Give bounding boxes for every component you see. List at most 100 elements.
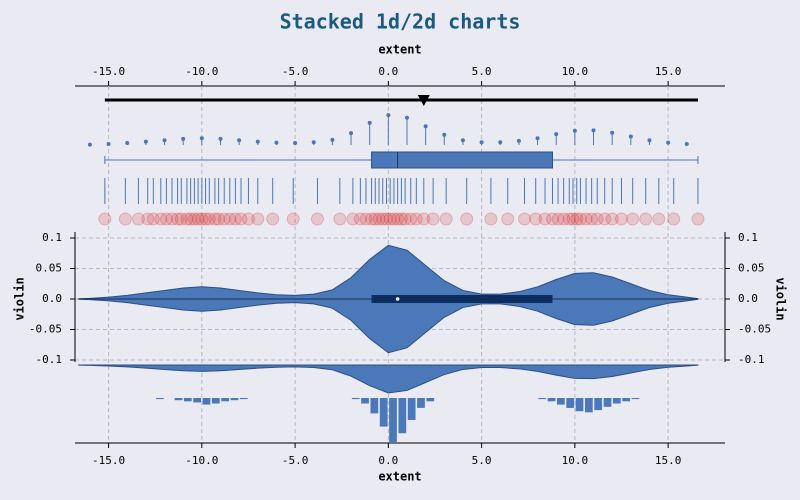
hist-bar [156, 398, 164, 400]
scatter-point [557, 212, 571, 226]
scatter-point [652, 212, 666, 226]
lollipop-head [106, 141, 111, 146]
y-tick-label-right: 0.0 [738, 292, 758, 305]
scatter-point [417, 212, 431, 226]
scatter-point [146, 212, 160, 226]
hist-bar [211, 398, 220, 404]
scatter-point [131, 212, 145, 226]
scatter-point [398, 212, 412, 226]
scatter-point [171, 212, 185, 226]
scatter-point [212, 212, 226, 226]
scatter-point [191, 212, 205, 226]
scatter-point [184, 212, 198, 226]
scatter-point [353, 212, 367, 226]
x-tick-label-bottom: 5.0 [472, 454, 492, 467]
scatter-point [529, 212, 543, 226]
scatter-point [241, 212, 255, 226]
scatter-point [234, 212, 248, 226]
scatter-point [383, 212, 397, 226]
lollipop-head [199, 136, 204, 141]
lollipop-head [349, 131, 354, 136]
lollipop-head [535, 136, 540, 141]
scatter-point [208, 212, 222, 226]
lollipop-head [516, 138, 521, 143]
hist-bar [622, 398, 631, 402]
lollipop-head [610, 130, 615, 135]
y-tick-label-left: 0.05 [36, 262, 63, 275]
scatter-point [484, 212, 498, 226]
hist-bar [361, 398, 369, 404]
y-tick-label-left: -0.1 [36, 353, 63, 366]
scatter-point [409, 212, 423, 226]
scatter-point [566, 212, 580, 226]
lollipop-head [143, 139, 148, 144]
scatter-point [98, 212, 112, 226]
y-tick-label-right: 0.05 [738, 262, 765, 275]
hist-bar [174, 398, 183, 401]
scatter-point [626, 212, 640, 226]
scatter-point [174, 212, 188, 226]
scatter-point [199, 212, 213, 226]
x-tick-label-top: 15.0 [655, 65, 682, 78]
scatter-point [217, 212, 231, 226]
scatter-point [667, 212, 681, 226]
lollipop-head [684, 141, 689, 146]
scatter-point [359, 212, 373, 226]
lollipop-head [125, 140, 130, 145]
lollipop-head [274, 140, 279, 145]
lollipop-head [162, 138, 167, 143]
lollipop-head [237, 138, 242, 143]
scatter-point [639, 212, 653, 226]
scatter-point [691, 212, 705, 226]
x-tick-label-bottom: -15.0 [92, 454, 125, 467]
scatter-point [251, 212, 265, 226]
lollipop-head [311, 140, 316, 145]
x-tick-label-bottom: 15.0 [655, 454, 682, 467]
y-tick-label-left: -0.05 [29, 323, 62, 336]
lollipop-head [628, 134, 633, 139]
lollipop-head [87, 142, 92, 147]
hist-bar [202, 398, 211, 405]
scatter-point [426, 212, 440, 226]
hist-bar [351, 398, 360, 400]
lollipop-head [442, 132, 447, 137]
x-axis-label-top: extent [378, 43, 421, 57]
scatter-point [141, 212, 155, 226]
violin-box [371, 295, 553, 303]
scatter-point [379, 212, 393, 226]
lollipop-head [367, 120, 372, 125]
lollipop-head [647, 138, 652, 143]
y-tick-label-right: 0.1 [738, 231, 758, 244]
scatter-point [372, 212, 386, 226]
y-axis-label-left: violin [13, 277, 27, 320]
scatter-point [585, 212, 599, 226]
hist-bar [370, 398, 379, 414]
hist-bar [230, 398, 239, 401]
hist-bar [547, 398, 556, 402]
scatter-point [551, 212, 565, 226]
lollipop-head [386, 113, 391, 118]
hist-bar [612, 398, 621, 404]
y-tick-label-left: 0.1 [42, 231, 62, 244]
scatter-point [365, 212, 379, 226]
scatter-point [387, 212, 401, 226]
scatter-point [266, 212, 280, 226]
y-tick-label-right: -0.1 [738, 353, 765, 366]
x-axis-label-bottom: extent [378, 470, 421, 484]
lollipop-head [181, 136, 186, 141]
hist-bar [594, 398, 603, 411]
y-tick-label-right: -0.05 [738, 323, 771, 336]
scatter-point [165, 212, 179, 226]
x-tick-label-bottom: -5.0 [282, 454, 309, 467]
scatter-point [590, 212, 604, 226]
hist-bar [193, 398, 202, 403]
scatter-point [118, 212, 132, 226]
scatter-point [195, 212, 209, 226]
scatter-point [562, 212, 576, 226]
scatter-point [605, 212, 619, 226]
scatter-point [517, 212, 531, 226]
lollipop-head [554, 132, 559, 137]
lollipop-head [423, 124, 428, 129]
lollipop-head [479, 140, 484, 145]
scatter-point [346, 212, 360, 226]
